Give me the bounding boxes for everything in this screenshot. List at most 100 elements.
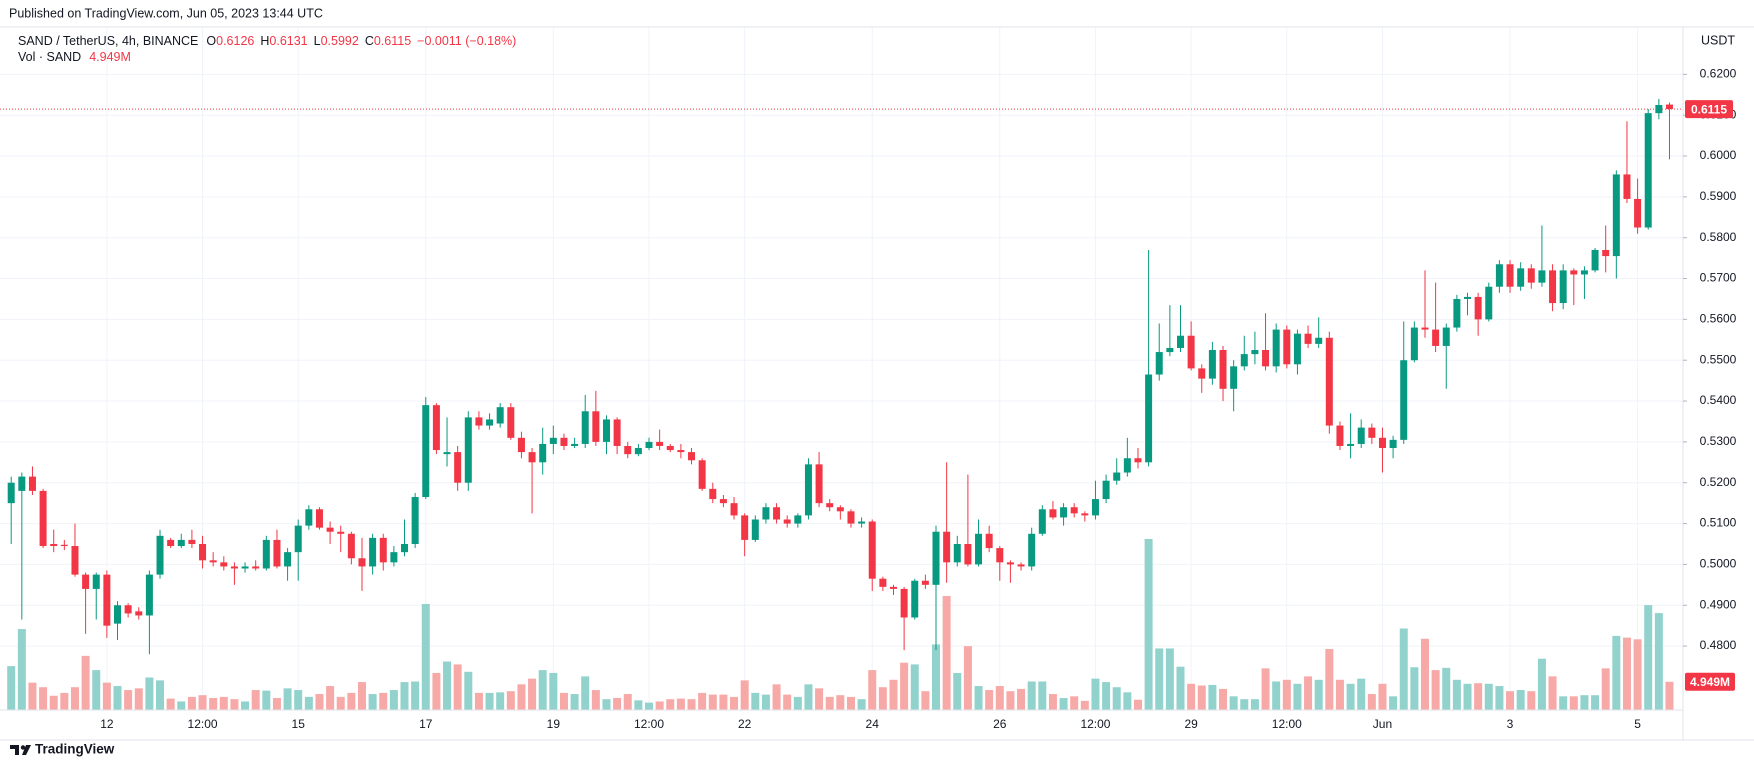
volume-bar [559,692,568,710]
candle-body [1166,347,1174,353]
volume-bar [687,699,696,710]
candle-body [1315,337,1323,344]
candle-body [656,441,664,446]
candle-body [815,464,823,504]
volume-bar [1240,699,1249,710]
candle-body [209,560,217,563]
volume-bar [1548,676,1557,710]
candle-body [549,437,557,444]
volume-bar [145,677,154,710]
volume-bar [825,696,834,710]
volume-bar [1420,638,1429,710]
ohlc-key: L [314,34,321,48]
volume-bar [39,687,48,710]
volume-bar [17,629,26,710]
volume-bar [1155,648,1164,710]
candle-body [114,605,121,624]
candle-body [1378,437,1386,449]
volume-bar [379,692,388,710]
candle-body [1357,427,1365,444]
volume-bar [963,646,972,710]
volume-bar [251,690,260,710]
volume-bar [1654,613,1663,710]
candle-body [1123,458,1131,473]
volume-bar [655,701,664,710]
candle-body [199,543,207,561]
candle-body [326,527,334,532]
candle-body [1591,249,1599,271]
candle-body [294,525,302,553]
candle-body [826,503,834,508]
candle-body [1421,327,1429,330]
candle-body [464,417,472,483]
candle-body [677,450,685,453]
candle-body [230,566,238,569]
x-tick-label: 24 [866,717,880,731]
volume-bar [1208,684,1217,710]
candle-body [911,580,919,618]
volume-bar [815,688,824,710]
volume-bar [1389,696,1398,710]
volume-bar [910,664,919,710]
candle-body [1453,298,1461,328]
candle-body [900,588,908,618]
candle-body [1485,286,1493,320]
ohlc-key: O [206,34,216,48]
candle-body [1113,472,1121,481]
candle-body [602,419,610,442]
candle-body [581,411,589,444]
volume-bar [1314,679,1323,710]
candle-body [71,546,79,575]
volume-bar [1622,637,1631,710]
candle-body [836,507,844,512]
x-tick-label: 12:00 [188,717,218,731]
volume-bar [209,698,218,710]
ohlc-value: 0.5992 [321,34,359,48]
ohlc-value: 0.6131 [269,34,307,48]
candle-body [1400,360,1408,440]
volume-bar [1612,635,1621,710]
volume-bar [549,672,558,710]
legend: SAND / TetherUS, 4h, BINANCE O0.6126 H0.61… [18,34,516,48]
volume-bar [70,687,79,710]
candle-body [241,566,249,569]
candle-body [1527,268,1535,283]
candle-body [985,533,993,549]
candle-body [220,562,228,567]
candle-body [1177,335,1184,348]
volume-bar [581,676,590,710]
volume-bar [1601,668,1610,710]
volume-bar [474,692,483,710]
y-tick-label: 0.5700 [1700,271,1737,285]
volume-bar [1144,539,1153,710]
candle-body [613,419,621,446]
volume-bar [740,680,749,710]
candle-body [18,476,26,491]
y-tick-label: 0.5600 [1700,312,1737,326]
volume-bar [878,687,887,710]
candle-body [698,460,706,489]
volume-bar [1633,639,1642,710]
candle-body [315,509,323,528]
volume-bar [432,672,441,710]
candle-body [762,507,770,520]
volume-bar [634,700,643,710]
volume-bar [1452,679,1461,710]
candle-body [124,605,132,614]
candle-body [60,544,68,547]
candle-body [1198,368,1206,379]
symbol: SAND / TetherUS, 4h, BINANCE [18,34,198,48]
volume-bar [666,699,675,710]
volume-bar [1059,698,1068,710]
volume-bar [1431,670,1440,710]
candle-body [177,539,185,547]
volume-bar [1516,690,1525,710]
candle-body [486,419,494,426]
volume-bar [1282,679,1291,710]
volume-bar [198,695,207,710]
candle-body [1240,354,1248,367]
volume-bar [1133,699,1142,710]
volume-bar [1367,694,1376,710]
